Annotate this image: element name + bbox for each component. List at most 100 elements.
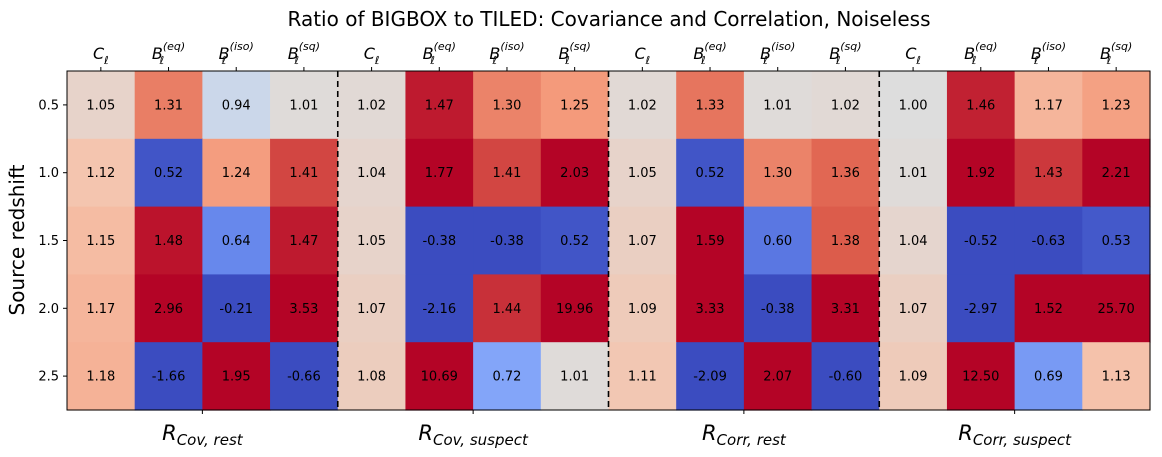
cell-value-label: -2.09 [693, 370, 727, 385]
cell-value-label: 1.02 [628, 98, 657, 113]
heatmap-cell [946, 71, 1016, 140]
cell-value-label: 3.31 [831, 302, 860, 317]
column-tick-label: Cℓ [905, 44, 921, 67]
column-tick-label: B(eq) ℓ [964, 40, 997, 67]
cell-value-label: 1.95 [222, 370, 251, 385]
cell-value-label: 1.07 [899, 302, 928, 317]
column-tick-label: B(iso) ℓ [219, 40, 254, 67]
heatmap-cell [473, 138, 542, 208]
cell-value-label: 0.52 [560, 234, 589, 249]
heatmap-cell [270, 206, 339, 275]
cell-value-label: 1.01 [763, 98, 792, 113]
cell-value-label: 0.72 [492, 370, 521, 385]
heatmap-cell [811, 138, 880, 208]
cell-value-label: 0.94 [222, 98, 251, 113]
column-tick-label: B(eq) ℓ [423, 40, 456, 67]
heatmap-cell [743, 274, 813, 343]
y-tick-label: 2.5 [38, 370, 59, 385]
heatmap-cell [202, 71, 271, 140]
cell-value-label: 1.41 [289, 166, 318, 181]
cell-value-label: 1.92 [966, 166, 995, 181]
heatmap-cell [1082, 274, 1151, 343]
heatmap-cell [134, 342, 203, 411]
column-tick-label: B(sq) ℓ [829, 40, 861, 67]
cell-value-label: 0.64 [222, 234, 251, 249]
cell-value-label: 1.41 [492, 166, 521, 181]
chart-title: Ratio of BIGBOX to TILED: Covariance and… [288, 7, 931, 31]
cell-value-label: 3.53 [289, 302, 318, 317]
heatmap-cell [811, 71, 880, 140]
heatmap-cell [473, 342, 542, 411]
cell-value-label: 1.12 [86, 166, 115, 181]
cell-value-label: 1.25 [560, 98, 589, 113]
heatmap-cell [946, 138, 1016, 208]
cell-value-label: 1.01 [899, 166, 928, 181]
column-tick-label: B(eq) ℓ [152, 40, 185, 67]
heatmap-cell [270, 71, 339, 140]
y-tick-label: 0.5 [38, 98, 59, 113]
cell-value-label: 25.70 [1098, 302, 1135, 317]
cell-value-label: -0.52 [964, 234, 998, 249]
cell-value-label: 1.02 [357, 98, 386, 113]
cell-value-label: 1.44 [492, 302, 521, 317]
y-tick-label: 1.5 [38, 234, 59, 249]
heatmap-cell [540, 342, 610, 411]
heatmap-cell [811, 206, 880, 275]
cell-value-label: 1.33 [696, 98, 725, 113]
heatmap-cell [473, 206, 542, 275]
cell-value-label: 0.69 [1034, 370, 1063, 385]
column-tick-label: B(sq) ℓ [1100, 40, 1132, 67]
cell-value-label: 1.15 [86, 234, 115, 249]
heatmap-cell [540, 71, 610, 140]
cell-value-label: 1.08 [357, 370, 386, 385]
cell-value-label: 1.46 [966, 98, 995, 113]
column-tick-label: Cℓ [93, 44, 109, 67]
cell-value-label: 19.96 [556, 302, 593, 317]
cell-value-label: -1.66 [152, 370, 186, 385]
y-tick-label: 1.0 [38, 166, 59, 181]
column-tick-label: B(sq) ℓ [559, 40, 591, 67]
heatmap-cell [540, 274, 610, 343]
heatmap-cell [743, 342, 813, 411]
cell-value-label: 1.01 [560, 370, 589, 385]
cell-value-label: 1.47 [289, 234, 318, 249]
cell-value-label: 1.30 [492, 98, 521, 113]
heatmap-cell [134, 71, 203, 140]
heatmap-cell [134, 274, 203, 343]
heatmap-cell [743, 138, 813, 208]
heatmap-cell [1014, 206, 1083, 275]
cell-value-label: 1.17 [1034, 98, 1063, 113]
cell-value-label: 3.33 [696, 302, 725, 317]
heatmap-cell [270, 342, 339, 411]
cell-value-label: -0.63 [1032, 234, 1066, 249]
heatmap-cell [337, 274, 407, 343]
cell-value-label: 1.09 [899, 370, 928, 385]
cell-value-label: -0.66 [287, 370, 321, 385]
heatmap-cell [202, 274, 271, 343]
heatmap-cell [946, 342, 1016, 411]
group-tick-label: RCov, rest [162, 421, 244, 449]
column-tick-label: Cℓ [634, 44, 650, 67]
cell-value-label: 2.07 [763, 370, 792, 385]
heatmap-cell [337, 71, 407, 140]
heatmap-cell [405, 138, 474, 208]
cell-value-label: 0.52 [154, 166, 183, 181]
heatmap-cell [676, 342, 745, 411]
heatmap-cell [67, 138, 136, 208]
heatmap-cell [67, 274, 136, 343]
cell-value-label: 1.23 [1102, 98, 1131, 113]
cell-value-label: 1.13 [1102, 370, 1131, 385]
heatmap-cell [811, 342, 880, 411]
heatmap-cell [608, 71, 677, 140]
cell-value-label: 1.43 [1034, 166, 1063, 181]
heatmap-cell [879, 274, 948, 343]
heatmap-cell [676, 138, 745, 208]
cell-value-label: 0.60 [763, 234, 792, 249]
heatmap-cell [879, 138, 948, 208]
column-tick-label: B(iso) ℓ [489, 40, 524, 67]
cell-value-label: 1.07 [628, 234, 657, 249]
heatmap-cell [134, 138, 203, 208]
cell-value-label: 1.09 [628, 302, 657, 317]
cell-value-label: 2.21 [1102, 166, 1131, 181]
heatmap-cell [879, 342, 948, 411]
